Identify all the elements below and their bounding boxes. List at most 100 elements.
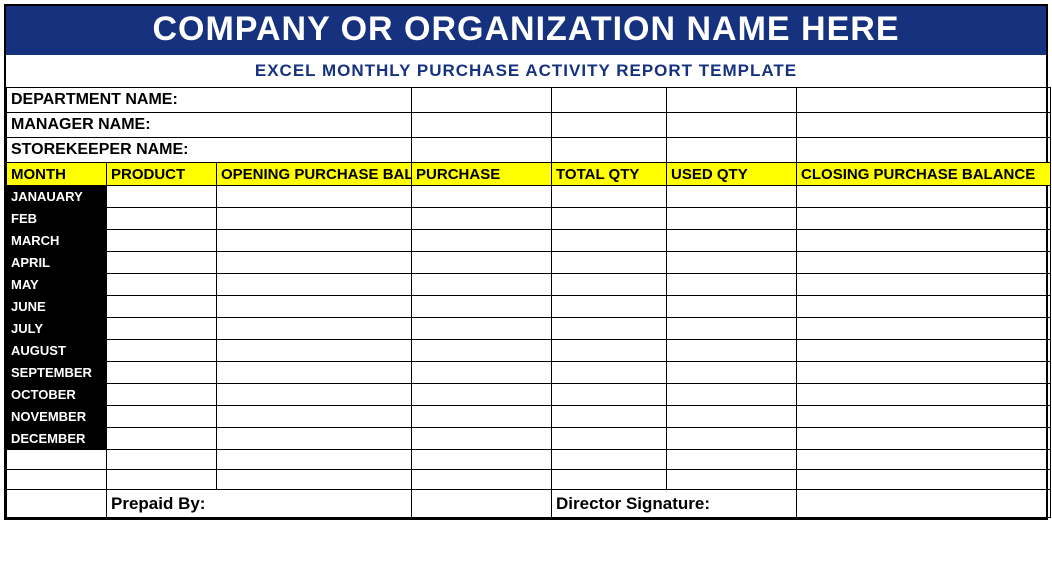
opening-cell[interactable] — [217, 186, 412, 208]
opening-cell[interactable] — [217, 230, 412, 252]
total-cell[interactable] — [552, 428, 667, 450]
total-cell[interactable] — [552, 230, 667, 252]
closing-cell[interactable] — [797, 296, 1051, 318]
opening-cell[interactable] — [217, 208, 412, 230]
opening-cell[interactable] — [217, 406, 412, 428]
empty-cell[interactable] — [797, 470, 1051, 490]
closing-cell[interactable] — [797, 208, 1051, 230]
purchase-cell[interactable] — [412, 274, 552, 296]
product-cell[interactable] — [107, 428, 217, 450]
empty-cell[interactable] — [552, 113, 667, 138]
empty-cell[interactable] — [667, 138, 797, 163]
empty-cell[interactable] — [412, 470, 552, 490]
opening-cell[interactable] — [217, 384, 412, 406]
opening-cell[interactable] — [217, 362, 412, 384]
closing-cell[interactable] — [797, 274, 1051, 296]
used-cell[interactable] — [667, 318, 797, 340]
total-cell[interactable] — [552, 296, 667, 318]
used-cell[interactable] — [667, 340, 797, 362]
closing-cell[interactable] — [797, 384, 1051, 406]
manager-value-a[interactable] — [412, 113, 552, 138]
product-cell[interactable] — [107, 362, 217, 384]
product-cell[interactable] — [107, 208, 217, 230]
purchase-cell[interactable] — [412, 384, 552, 406]
closing-cell[interactable] — [797, 340, 1051, 362]
empty-cell[interactable] — [107, 470, 217, 490]
empty-cell[interactable] — [667, 450, 797, 470]
product-cell[interactable] — [107, 318, 217, 340]
closing-cell[interactable] — [797, 230, 1051, 252]
closing-cell[interactable] — [797, 406, 1051, 428]
empty-cell[interactable] — [667, 470, 797, 490]
purchase-cell[interactable] — [412, 428, 552, 450]
opening-cell[interactable] — [217, 252, 412, 274]
total-cell[interactable] — [552, 274, 667, 296]
opening-cell[interactable] — [217, 296, 412, 318]
empty-cell[interactable] — [552, 450, 667, 470]
closing-cell[interactable] — [797, 428, 1051, 450]
total-cell[interactable] — [552, 384, 667, 406]
purchase-cell[interactable] — [412, 296, 552, 318]
product-cell[interactable] — [107, 186, 217, 208]
empty-cell[interactable] — [107, 450, 217, 470]
empty-cell[interactable] — [7, 470, 107, 490]
empty-cell[interactable] — [667, 113, 797, 138]
prepaid-by-value[interactable] — [412, 490, 552, 518]
used-cell[interactable] — [667, 230, 797, 252]
product-cell[interactable] — [107, 384, 217, 406]
opening-cell[interactable] — [217, 274, 412, 296]
product-cell[interactable] — [107, 406, 217, 428]
product-cell[interactable] — [107, 296, 217, 318]
used-cell[interactable] — [667, 252, 797, 274]
used-cell[interactable] — [667, 406, 797, 428]
empty-cell[interactable] — [797, 450, 1051, 470]
department-value-a[interactable] — [412, 88, 552, 113]
total-cell[interactable] — [552, 186, 667, 208]
total-cell[interactable] — [552, 362, 667, 384]
closing-cell[interactable] — [797, 318, 1051, 340]
total-cell[interactable] — [552, 318, 667, 340]
total-cell[interactable] — [552, 340, 667, 362]
director-signature-value[interactable] — [797, 490, 1051, 518]
empty-cell[interactable] — [412, 450, 552, 470]
purchase-cell[interactable] — [412, 230, 552, 252]
purchase-cell[interactable] — [412, 186, 552, 208]
purchase-cell[interactable] — [412, 318, 552, 340]
empty-cell[interactable] — [667, 88, 797, 113]
used-cell[interactable] — [667, 362, 797, 384]
empty-cell[interactable] — [552, 88, 667, 113]
used-cell[interactable] — [667, 208, 797, 230]
closing-cell[interactable] — [797, 362, 1051, 384]
storekeeper-value-a[interactable] — [412, 138, 552, 163]
used-cell[interactable] — [667, 384, 797, 406]
product-cell[interactable] — [107, 340, 217, 362]
product-cell[interactable] — [107, 252, 217, 274]
empty-cell[interactable] — [552, 470, 667, 490]
product-cell[interactable] — [107, 274, 217, 296]
empty-cell[interactable] — [217, 450, 412, 470]
used-cell[interactable] — [667, 428, 797, 450]
used-cell[interactable] — [667, 274, 797, 296]
opening-cell[interactable] — [217, 318, 412, 340]
used-cell[interactable] — [667, 186, 797, 208]
opening-cell[interactable] — [217, 340, 412, 362]
total-cell[interactable] — [552, 208, 667, 230]
empty-cell[interactable] — [552, 138, 667, 163]
purchase-cell[interactable] — [412, 406, 552, 428]
purchase-cell[interactable] — [412, 362, 552, 384]
used-cell[interactable] — [667, 296, 797, 318]
empty-cell[interactable] — [7, 450, 107, 470]
empty-cell[interactable] — [797, 138, 1051, 163]
total-cell[interactable] — [552, 406, 667, 428]
purchase-cell[interactable] — [412, 208, 552, 230]
empty-cell[interactable] — [217, 470, 412, 490]
closing-cell[interactable] — [797, 186, 1051, 208]
empty-cell[interactable] — [797, 113, 1051, 138]
total-cell[interactable] — [552, 252, 667, 274]
opening-cell[interactable] — [217, 428, 412, 450]
empty-cell[interactable] — [7, 490, 107, 518]
closing-cell[interactable] — [797, 252, 1051, 274]
purchase-cell[interactable] — [412, 252, 552, 274]
empty-cell[interactable] — [797, 88, 1051, 113]
purchase-cell[interactable] — [412, 340, 552, 362]
